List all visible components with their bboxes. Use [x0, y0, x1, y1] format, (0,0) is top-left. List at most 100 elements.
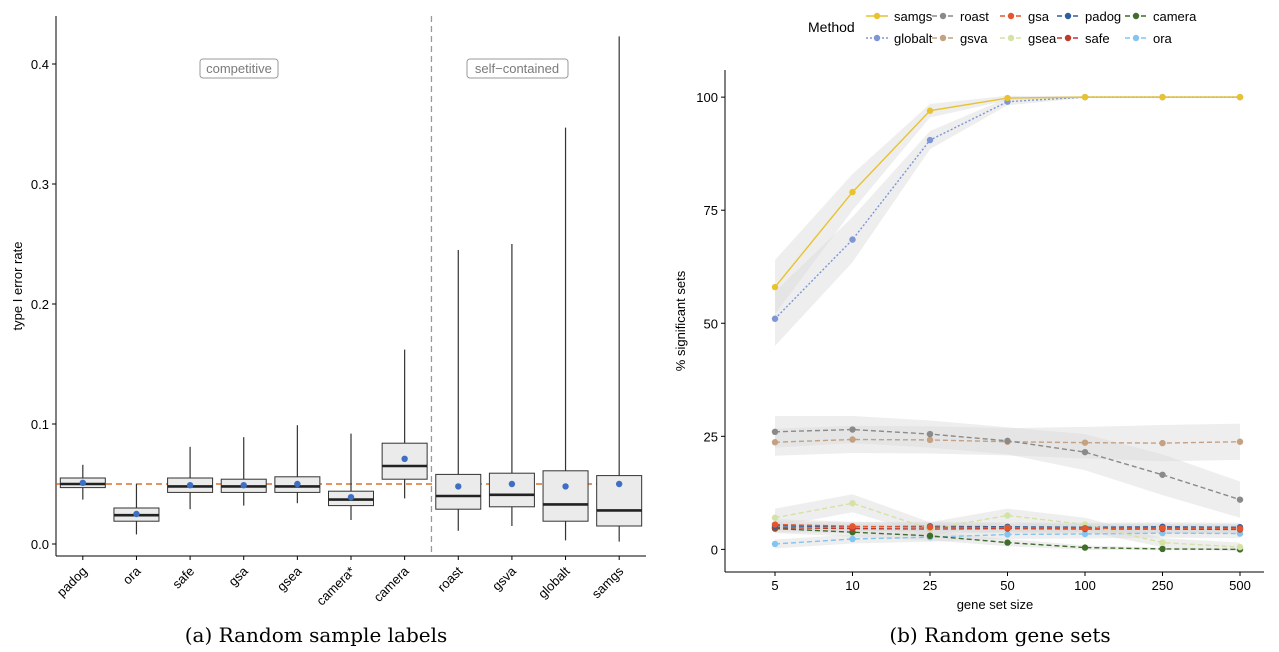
x-tick-label: gsa: [225, 563, 251, 589]
y-tick-label: 75: [704, 203, 718, 218]
box-safe: [167, 446, 214, 510]
x-tick-label: 5: [771, 578, 778, 593]
svg-text:competitive: competitive: [206, 61, 272, 76]
svg-text:self−contained: self−contained: [475, 61, 559, 76]
box-gsa: [220, 437, 267, 506]
point-samgs: [1159, 93, 1166, 101]
y-tick-label: 0.3: [31, 177, 49, 192]
point-gsva: [926, 436, 934, 444]
mean-point-gsea: [294, 480, 301, 488]
mean-point-safe: [186, 482, 194, 489]
mean-point-gsa: [240, 482, 247, 489]
box-iqr: [488, 472, 535, 508]
legend-item-camera: camera: [1125, 9, 1197, 24]
box-ora: [113, 484, 160, 535]
y-tick-label: 0.0: [31, 537, 49, 552]
mean-point-globalt: [562, 483, 569, 490]
point-globalt: [926, 136, 934, 144]
series-roast: [771, 426, 1244, 503]
panel-b-y-ticks: 0 25 50 75 100: [696, 90, 725, 557]
legend-key-point: [1007, 12, 1015, 20]
caption-a: (a) Random sample labels: [185, 623, 448, 647]
point-gsa: [849, 523, 856, 530]
legend-label: ora: [1153, 31, 1173, 46]
point-gsa: [1236, 525, 1244, 532]
legend-item-ora: ora: [1125, 31, 1173, 46]
mean-point-camera: [401, 455, 408, 462]
x-tick-label: ora: [120, 563, 144, 587]
point-gsva: [1236, 438, 1244, 445]
point-gsea: [1236, 543, 1244, 551]
x-tick-label: padog: [54, 564, 90, 600]
box-gsea: [274, 425, 321, 504]
legend-key-point: [873, 12, 881, 20]
y-tick-label: 50: [704, 316, 718, 331]
point-roast: [1081, 448, 1089, 456]
point-gsa: [1081, 524, 1089, 532]
mean-point-camera*: [347, 494, 355, 501]
point-roast: [1004, 437, 1011, 445]
panel-b-x-ticks: 5 10 25 50 100 250 500: [771, 572, 1251, 593]
panel-b-linechart: 0 25 50 75 100 5 10 25 50 100 250 500 % significan…: [673, 9, 1264, 647]
panel-a-y-ticks: 0.0 0.1 0.2 0.3 0.4: [31, 57, 56, 552]
x-tick-label: 250: [1152, 578, 1174, 593]
point-samgs: [1236, 93, 1244, 101]
point-samgs: [1081, 93, 1089, 101]
panel-a-y-axis-label: type I error rate: [10, 242, 25, 331]
box-camera*: [328, 433, 374, 520]
box-samgs: [596, 36, 643, 542]
box-roast: [435, 250, 482, 531]
y-tick-label: 0.1: [31, 417, 49, 432]
point-gsea: [771, 514, 779, 521]
series-gsa: [771, 521, 1244, 532]
point-gsea: [1004, 512, 1011, 519]
band-roast: [775, 415, 1240, 518]
point-camera: [1081, 544, 1089, 551]
mean-point-ora: [133, 510, 140, 518]
y-tick-label: 0.4: [31, 57, 49, 72]
legend-item-samgs: samgs: [866, 9, 933, 24]
point-ora: [1081, 530, 1089, 538]
x-tick-label: globalt: [535, 563, 573, 601]
y-tick-label: 25: [704, 429, 718, 444]
point-gsea: [849, 500, 856, 507]
panel-a-group-label-competitive: competitive: [199, 58, 279, 79]
legend-label: padog: [1085, 9, 1121, 24]
legend-key-point: [939, 12, 947, 20]
series-samgs: [771, 93, 1244, 291]
point-roast: [1236, 496, 1244, 503]
point-gsa: [1159, 524, 1166, 532]
legend-label: roast: [960, 9, 989, 24]
box-globalt: [542, 127, 589, 541]
legend-label: gsea: [1028, 31, 1057, 46]
legend-label: globalt: [894, 31, 933, 46]
panel-a-group-label-self-contained: self−contained: [466, 58, 569, 79]
legend-key-point: [1064, 34, 1072, 42]
point-gsa: [926, 524, 934, 531]
band-samgs: [775, 95, 1240, 315]
band-camera: [775, 524, 1240, 551]
point-ora: [849, 535, 856, 543]
box-iqr: [435, 473, 482, 510]
point-ora: [1004, 531, 1011, 538]
box-iqr: [542, 470, 589, 522]
mean-point-padog: [79, 479, 87, 486]
legend-key-point: [1132, 12, 1140, 20]
point-roast: [926, 430, 934, 438]
point-samgs: [849, 188, 856, 196]
x-tick-label: 10: [845, 578, 859, 593]
point-camera: [926, 532, 934, 540]
point-roast: [1159, 471, 1166, 478]
panel-b-series-lines: [771, 93, 1244, 553]
point-gsva: [849, 436, 856, 443]
x-tick-label: 500: [1229, 578, 1251, 593]
x-tick-label: gsva: [489, 563, 520, 594]
point-gsea: [1159, 539, 1166, 546]
legend-item-gsa: gsa: [1000, 9, 1050, 24]
legend-label: gsva: [960, 31, 988, 46]
panel-a-x-ticks: padog ora safe gsa gsea camera* camera roast gsv…: [54, 556, 627, 608]
legend: samgs roast gsa padog camera globalt gsva gsea s…: [866, 9, 1197, 46]
point-gsva: [771, 439, 779, 446]
band-gsea: [775, 494, 1240, 552]
